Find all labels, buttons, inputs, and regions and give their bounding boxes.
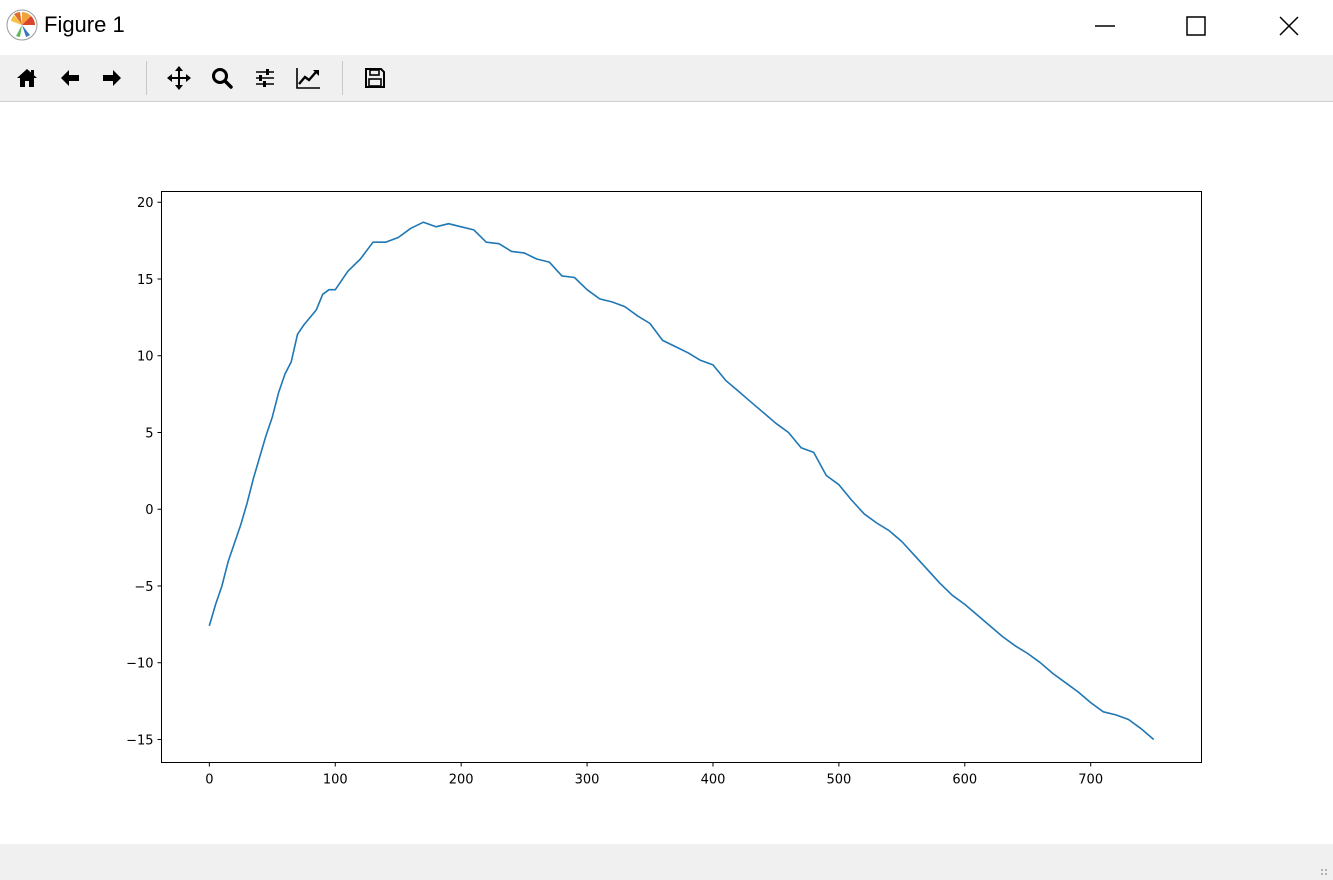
x-tick-label: 600 — [952, 773, 977, 788]
y-axis: −15 −10 −5 0 5 10 15 20 — [126, 196, 162, 748]
close-button[interactable] — [1259, 0, 1319, 52]
floppy-disk-icon — [365, 68, 385, 88]
navigation-toolbar — [0, 55, 1333, 102]
x-tick-label: 200 — [449, 773, 474, 788]
axes-frame — [161, 191, 1202, 763]
status-bar — [0, 844, 1333, 880]
x-tick-label: 0 — [205, 773, 213, 788]
configure-subplots-button[interactable] — [246, 59, 284, 97]
x-tick-label: 700 — [1078, 773, 1103, 788]
y-tick-label: −5 — [134, 580, 153, 595]
y-tick-label: 5 — [145, 426, 153, 441]
series-group — [208, 221, 1155, 741]
window-title: Figure 1 — [44, 12, 125, 37]
x-tick-label: 300 — [575, 773, 600, 788]
y-tick-label: −15 — [126, 733, 153, 748]
series-line — [208, 221, 1155, 741]
sliders-icon — [256, 69, 274, 87]
resize-grip-icon[interactable] — [1319, 867, 1329, 877]
x-axis: 0 100 200 300 400 500 600 700 — [205, 762, 1103, 788]
move-icon — [167, 66, 191, 90]
x-tick-label: 400 — [701, 773, 726, 788]
home-icon — [17, 69, 37, 87]
back-button[interactable] — [51, 59, 89, 97]
maximize-icon — [1186, 16, 1206, 36]
figure-canvas[interactable]: −15 −10 −5 0 5 10 15 20 0 100 200 300 400 500 600 700 — [0, 102, 1333, 844]
save-button[interactable] — [356, 59, 394, 97]
toolbar-separator — [342, 61, 343, 95]
minimize-icon — [1095, 25, 1115, 27]
close-icon — [1279, 16, 1299, 36]
y-tick-label: 20 — [137, 196, 154, 211]
x-tick-label: 500 — [826, 773, 851, 788]
toolbar-separator — [146, 61, 147, 95]
magnifier-icon — [212, 68, 233, 89]
home-button[interactable] — [8, 59, 46, 97]
edit-axes-button[interactable] — [289, 59, 327, 97]
line-chart: −15 −10 −5 0 5 10 15 20 0 100 200 300 400 500 600 700 — [126, 191, 1202, 788]
x-tick-label: 100 — [323, 773, 348, 788]
matplotlib-logo-icon — [6, 9, 38, 41]
y-tick-label: 15 — [137, 273, 154, 288]
line-chart-icon — [296, 68, 320, 89]
arrow-left-icon — [61, 70, 79, 86]
zoom-button[interactable] — [203, 59, 241, 97]
y-tick-label: 10 — [137, 350, 154, 365]
y-tick-label: −10 — [126, 657, 153, 672]
forward-button[interactable] — [93, 59, 131, 97]
maximize-button[interactable] — [1166, 0, 1226, 52]
pan-button[interactable] — [160, 59, 198, 97]
title-bar: Figure 1 — [0, 0, 1333, 54]
arrow-right-icon — [103, 70, 121, 86]
y-tick-label: 0 — [145, 503, 153, 518]
minimize-button[interactable] — [1075, 0, 1135, 52]
